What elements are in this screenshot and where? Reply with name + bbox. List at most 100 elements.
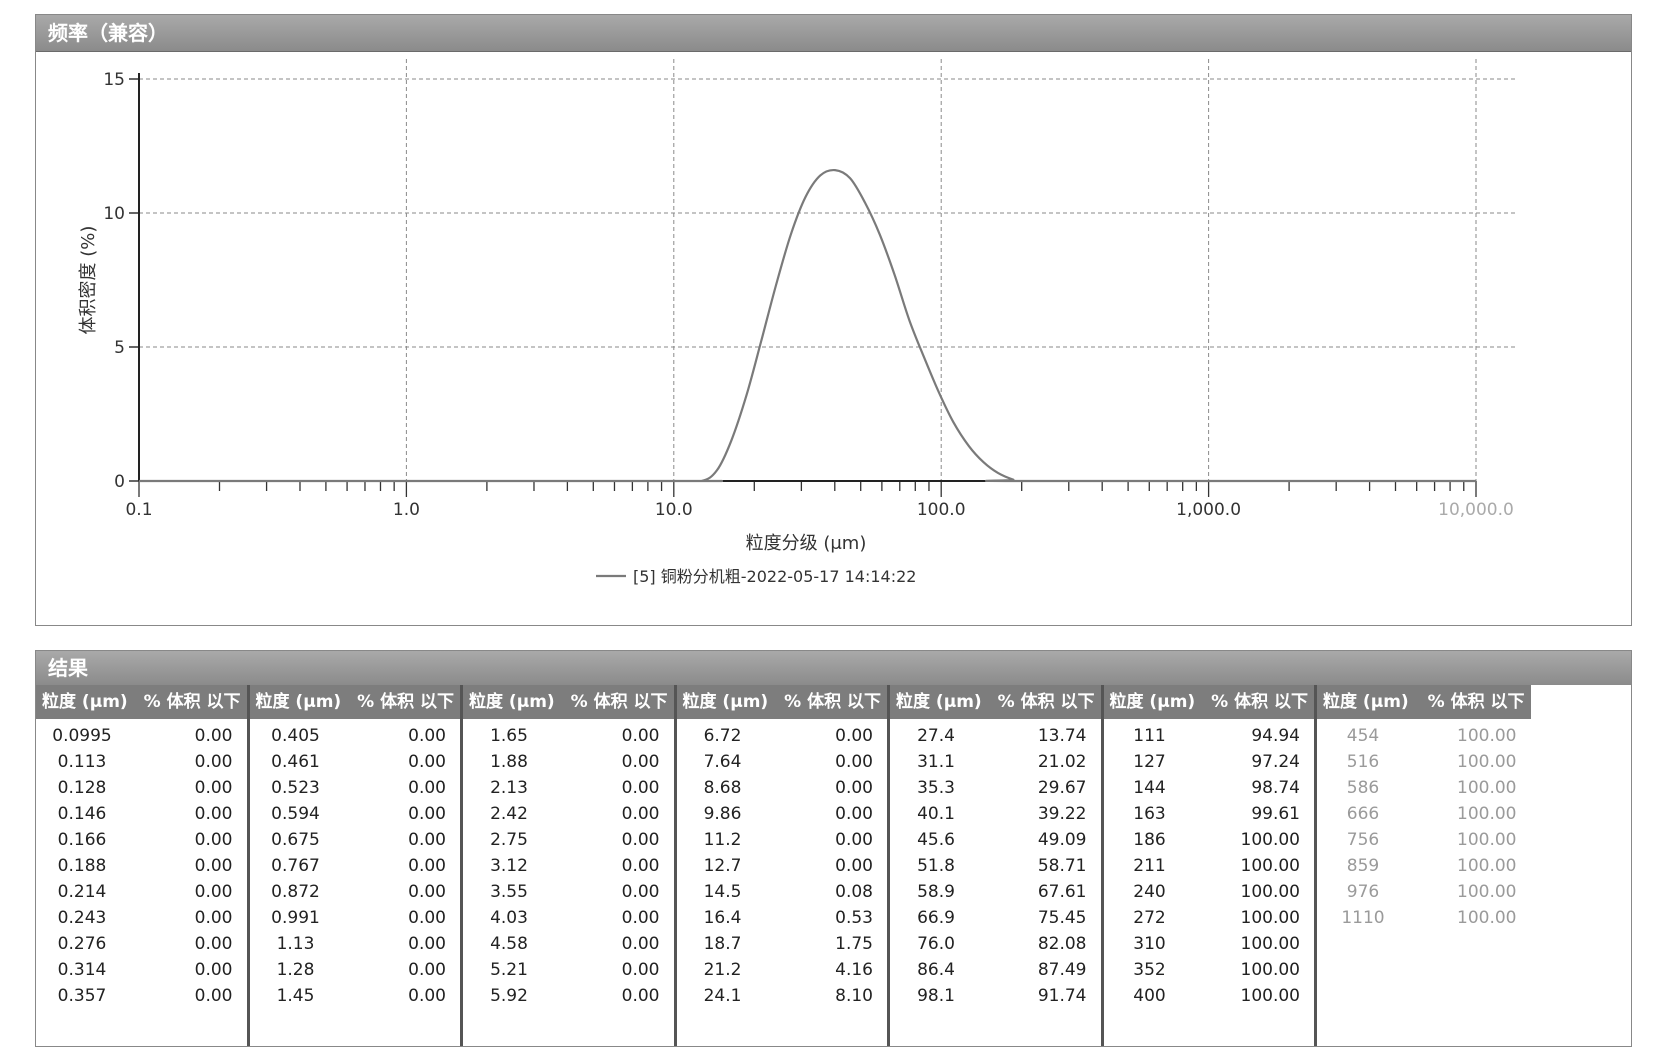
volume-percent-cell: 100.00 bbox=[1240, 830, 1300, 850]
table-row: 111 94.94 bbox=[1104, 723, 1315, 749]
table-row: 27.4 13.74 bbox=[890, 723, 1101, 749]
volume-percent-cell: 0.00 bbox=[408, 908, 446, 928]
table-row: 86.4 87.49 bbox=[890, 957, 1101, 983]
volume-percent-cell: 97.24 bbox=[1251, 752, 1300, 772]
volume-percent-cell: 91.74 bbox=[1037, 986, 1087, 1006]
volume-percent-cell: 100.00 bbox=[1457, 778, 1517, 798]
table-row: 1.28 0.00 bbox=[250, 957, 461, 983]
table-row: 5.21 0.00 bbox=[463, 957, 674, 983]
size-cell: 11.2 bbox=[703, 830, 742, 850]
size-cell: 0.0995 bbox=[52, 726, 112, 746]
size-cell: 27.4 bbox=[917, 726, 955, 746]
size-cell: 35.3 bbox=[917, 778, 955, 798]
table-row: 4.58 0.00 bbox=[463, 931, 674, 957]
table-row: 0.991 0.00 bbox=[250, 905, 461, 931]
size-cell: 21.2 bbox=[703, 960, 742, 980]
table-row: 76.0 82.08 bbox=[890, 931, 1101, 957]
x-tick-label: 100.0 bbox=[917, 500, 966, 520]
header-volume-percent-below: % 体积 以下 bbox=[570, 692, 668, 712]
volume-percent-cell: 100.00 bbox=[1240, 986, 1300, 1006]
header-size: 粒度 (μm) bbox=[896, 692, 982, 712]
size-cell: 756 bbox=[1346, 830, 1380, 850]
size-cell: 0.991 bbox=[271, 908, 320, 928]
size-cell: 0.357 bbox=[57, 986, 107, 1006]
size-cell: 40.1 bbox=[917, 804, 955, 824]
size-cell: 4.58 bbox=[490, 934, 528, 954]
table-row: 12.7 0.00 bbox=[677, 853, 888, 879]
size-cell: 4.03 bbox=[490, 908, 528, 928]
table-row: 127 97.24 bbox=[1104, 749, 1315, 775]
table-row: 0.113 0.00 bbox=[36, 749, 247, 775]
size-cell: 31.1 bbox=[917, 752, 955, 772]
results-column-header: 粒度 (μm) % 体积 以下 bbox=[463, 685, 674, 719]
table-row: 3.12 0.00 bbox=[463, 853, 674, 879]
size-cell: 1110 bbox=[1341, 908, 1385, 928]
results-column-header: 粒度 (μm) % 体积 以下 bbox=[249, 685, 460, 719]
table-row: 0.0995 0.00 bbox=[36, 723, 247, 749]
legend-label: [5] 铜粉分机粗-2022-05-17 14:14:22 bbox=[633, 567, 916, 586]
size-cell: 310 bbox=[1133, 934, 1166, 954]
size-cell: 76.0 bbox=[917, 934, 955, 954]
volume-percent-cell: 100.00 bbox=[1240, 934, 1300, 954]
volume-percent-cell: 49.09 bbox=[1037, 830, 1087, 850]
table-row: 859 100.00 bbox=[1317, 853, 1531, 879]
chart-panel-title: 频率（兼容） bbox=[36, 15, 1631, 52]
size-cell: 454 bbox=[1346, 726, 1380, 746]
volume-percent-cell: 94.94 bbox=[1251, 726, 1300, 746]
results-panel: 结果 粒度 (μm)% 体积 以下 0.0995 0.00 0.113 0.00 0.12… bbox=[35, 650, 1632, 1047]
size-cell: 0.405 bbox=[271, 726, 320, 746]
size-cell: 352 bbox=[1133, 960, 1166, 980]
size-cell: 1.13 bbox=[276, 934, 315, 954]
table-row: 45.6 49.09 bbox=[890, 827, 1101, 853]
results-column: 粒度 (μm) % 体积 以下 27.4 13.74 31.1 21.02 35.3 29.6… bbox=[890, 685, 1104, 1046]
volume-percent-cell: 0.00 bbox=[408, 804, 446, 824]
size-cell: 3.55 bbox=[490, 882, 528, 902]
volume-percent-cell: 0.00 bbox=[194, 960, 233, 980]
table-row: 0.675 0.00 bbox=[250, 827, 461, 853]
size-cell: 0.675 bbox=[271, 830, 320, 850]
table-row: 211 100.00 bbox=[1104, 853, 1315, 879]
table-row: 24.1 8.10 bbox=[677, 983, 888, 1009]
series-line bbox=[139, 168, 1476, 483]
size-cell: 0.214 bbox=[57, 882, 107, 902]
size-cell: 1.45 bbox=[276, 986, 315, 1006]
volume-percent-cell: 0.00 bbox=[194, 908, 233, 928]
volume-percent-cell: 29.67 bbox=[1037, 778, 1087, 798]
volume-percent-cell: 1.75 bbox=[835, 934, 873, 954]
volume-percent-cell: 0.00 bbox=[194, 882, 233, 902]
x-tick-label: 10.0 bbox=[655, 500, 693, 520]
results-column-header: 粒度 (μm) % 体积 以下 bbox=[890, 685, 1101, 719]
header-volume-percent-below: % 体积 以下 bbox=[143, 692, 241, 712]
results-column-header: 粒度 (μm) % 体积 以下 bbox=[36, 685, 247, 719]
volume-percent-cell: 100.00 bbox=[1457, 882, 1517, 902]
table-row: 0.146 0.00 bbox=[36, 801, 247, 827]
volume-percent-cell: 0.00 bbox=[408, 934, 446, 954]
frequency-chart: 0 5 10 15 0.1 1.0 10.0 100.0 1,000.0 10,000.0 体积密度… bbox=[78, 59, 1516, 586]
size-cell: 0.113 bbox=[57, 752, 107, 772]
table-row: 1.65 0.00 bbox=[463, 723, 674, 749]
table-row: 756 100.00 bbox=[1317, 827, 1531, 853]
table-row: 66.9 75.45 bbox=[890, 905, 1101, 931]
size-cell: 0.276 bbox=[57, 934, 107, 954]
header-volume-percent-below: % 体积 以下 bbox=[357, 692, 454, 712]
volume-percent-cell: 0.53 bbox=[835, 908, 873, 928]
volume-percent-cell: 82.08 bbox=[1037, 934, 1087, 954]
volume-percent-cell: 58.71 bbox=[1037, 856, 1087, 876]
results-column: 粒度 (μm)% 体积 以下 0.0995 0.00 0.113 0.00 0.128 0.… bbox=[36, 685, 250, 1046]
table-row: 1110 100.00 bbox=[1317, 905, 1531, 931]
volume-percent-cell: 4.16 bbox=[835, 960, 873, 980]
header-volume-percent-below: % 体积 以下 bbox=[1211, 692, 1308, 712]
volume-percent-cell: 100.00 bbox=[1457, 908, 1517, 928]
size-cell: 0.523 bbox=[271, 778, 320, 798]
results-column: 粒度 (μm) % 体积 以下 454 100.00 516 100.00 586 100.0… bbox=[1317, 685, 1531, 1046]
size-cell: 400 bbox=[1133, 986, 1166, 1006]
header-size: 粒度 (μm) bbox=[42, 692, 128, 712]
size-cell: 9.86 bbox=[703, 804, 742, 824]
volume-percent-cell: 0.00 bbox=[835, 804, 873, 824]
table-row: 11.2 0.00 bbox=[677, 827, 888, 853]
table-row: 8.68 0.00 bbox=[677, 775, 888, 801]
volume-percent-cell: 0.00 bbox=[194, 830, 233, 850]
volume-percent-cell: 0.00 bbox=[835, 778, 873, 798]
results-column-header: 粒度 (μm) % 体积 以下 bbox=[1103, 685, 1314, 719]
table-row: 0.243 0.00 bbox=[36, 905, 247, 931]
